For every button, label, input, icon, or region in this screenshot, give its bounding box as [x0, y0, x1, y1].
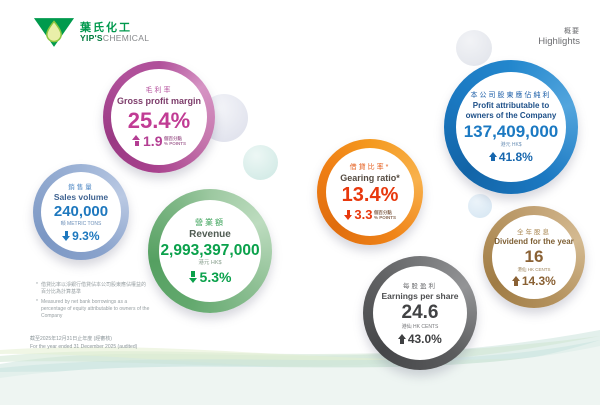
metric-label-en: Revenue — [189, 229, 231, 241]
metric-change: 9.3% — [62, 228, 100, 243]
metric-label-zh: 借貸比率* — [349, 163, 391, 171]
metric-change: 1.9 個百分點 % POINTS — [132, 133, 186, 149]
metric-label-zh: 每股盈利 — [403, 282, 437, 290]
metric-label-en: Profit attributable to owners of the Com… — [465, 101, 557, 121]
metric-value: 137,409,000 — [463, 121, 559, 141]
logo-name-en-bold: YIP'S — [80, 32, 103, 43]
metric-value: 240,000 — [53, 203, 109, 221]
metric-circle-profit-attributable: 本公司股東應佔純利 Profit attributable to owners … — [444, 60, 578, 194]
arrow-down-icon — [62, 231, 71, 241]
metric-content: 本公司股東應佔純利 Profit attributable to owners … — [456, 72, 566, 182]
arrow-down-icon — [344, 209, 353, 221]
metric-change-value: 9.3% — [72, 228, 100, 243]
metric-circle-revenue: 營業額 Revenue 2,993,397,000 港元 HK$ 5.3% — [148, 189, 272, 313]
metric-change: 41.8% — [489, 150, 533, 164]
metric-circle-gearing-ratio: 借貸比率* Gearing ratio* 13.4% 3.3 個百分點 % PO… — [317, 139, 423, 245]
page-title-zh: 概要 — [564, 28, 580, 35]
metric-label-zh: 營業額 — [195, 218, 225, 228]
logo-name-en-light: CHEMICAL — [102, 32, 150, 43]
metric-change-value: 5.3% — [199, 268, 232, 285]
metric-value: 24.6 — [401, 302, 439, 324]
metric-change-unit-en: % POINTS — [373, 214, 396, 220]
metric-circle-sales-volume: 銷售量 Sales volume 240,000 噸 METRIC TONS 9… — [33, 164, 129, 260]
page-title: 概要 Highlights — [538, 27, 580, 48]
footnote-text: 借貸比率以淨銀行借貸佔本公司股東應佔權益的百分比為計算基準 — [40, 282, 146, 296]
page-title-en: Highlights — [538, 36, 580, 48]
metric-unit: 噸 METRIC TONS — [60, 220, 102, 227]
metric-change-unit: 個百分點 % POINTS — [374, 210, 396, 221]
arrow-up-icon — [398, 334, 407, 344]
metric-change-value: 14.3% — [521, 274, 556, 289]
footnote-marker: * — [36, 298, 38, 305]
metric-change-value: 43.0% — [407, 332, 442, 347]
metric-label-en: Dividend for the year — [494, 236, 574, 246]
footnote-gearing-zh: * 借貸比率以淨銀行借貸佔本公司股東應佔權益的百分比為計算基準 — [36, 282, 150, 297]
arrow-down-icon — [188, 271, 199, 284]
metric-label-zh: 本公司股東應佔純利 — [470, 92, 552, 100]
metric-change-unit-en: % POINTS — [163, 140, 186, 146]
metric-label-zh: 全年股息 — [517, 228, 551, 236]
metric-content: 全年股息 Dividend for the year 16 港仙 HK CENT… — [492, 215, 576, 299]
metric-content: 銷售量 Sales volume 240,000 噸 METRIC TONS 9… — [41, 172, 121, 252]
metric-unit: 港仙 HK CENTS — [401, 324, 439, 331]
metric-content: 每股盈利 Earnings per share 24.6 港仙 HK CENTS… — [373, 266, 467, 360]
metric-change-unit: 個百分點 % POINTS — [164, 136, 186, 147]
metric-change-unit-zh: 個百分點 — [373, 209, 392, 215]
metric-label-zh: 銷售量 — [68, 184, 94, 192]
metric-content: 營業額 Revenue 2,993,397,000 港元 HK$ 5.3% — [159, 200, 261, 302]
metric-circle-earnings-per-share: 每股盈利 Earnings per share 24.6 港仙 HK CENTS… — [363, 256, 477, 370]
metric-content: 借貸比率* Gearing ratio* 13.4% 3.3 個百分點 % PO… — [326, 148, 414, 236]
reporting-period: 截至2025年12月31日止年度 (經審核) For the year ende… — [30, 336, 137, 351]
logo-name-en: YIP'SCHEMICAL — [80, 32, 150, 43]
arrow-up-icon — [512, 276, 521, 286]
logo-name-zh: 葉氏化工 — [80, 21, 132, 34]
metric-label-en: Sales volume — [53, 192, 109, 203]
company-logo: 葉氏化工 YIP'SCHEMICAL — [33, 16, 149, 49]
metric-change-unit-zh: 個百分點 — [163, 135, 182, 141]
metric-label-zh: 毛利率 — [145, 87, 173, 95]
logo-text: 葉氏化工 YIP'SCHEMICAL — [80, 22, 149, 43]
decor-bubble — [456, 30, 492, 66]
yips-triangle-droplet-icon — [33, 18, 75, 47]
metric-change-value: 1.9 — [143, 132, 163, 149]
reporting-period-zh: 截至2025年12月31日止年度 (經審核) — [30, 336, 112, 342]
footnote-marker: * — [36, 282, 38, 288]
metric-content: 毛利率 Gross profit margin 25.4% 1.9 個百分點 %… — [111, 69, 207, 165]
metric-unit: 港元 HK$ — [198, 260, 222, 267]
footnote-text: Measured by net bank borrowings as a per… — [40, 298, 150, 320]
metric-change-value: 3.3 — [354, 207, 373, 223]
reporting-period-en: For the year ended 31 December 2025 (aud… — [30, 343, 138, 350]
metric-change: 5.3% — [188, 268, 232, 285]
arrow-up-icon — [489, 151, 498, 162]
decor-bubble — [468, 194, 492, 218]
metric-circle-dividend: 全年股息 Dividend for the year 16 港仙 HK CENT… — [483, 206, 585, 308]
metric-label-en: Gross profit margin — [116, 96, 201, 107]
footnote-gearing-en: * Measured by net bank borrowings as a p… — [36, 299, 150, 321]
metric-label-en: Gearing ratio* — [340, 172, 400, 183]
metric-circle-gross-profit-margin: 毛利率 Gross profit margin 25.4% 1.9 個百分點 %… — [103, 61, 215, 173]
metric-unit: 港元 HK$ — [500, 141, 522, 148]
metric-change: 43.0% — [398, 332, 442, 346]
arrow-up-icon — [132, 135, 142, 147]
metric-label-en: Earnings per share — [381, 290, 459, 301]
metric-change-value: 41.8% — [498, 149, 533, 164]
metric-change: 3.3 個百分點 % POINTS — [344, 207, 396, 222]
metric-value: 13.4% — [341, 184, 399, 207]
metric-unit: 港仙 HK CENTS — [517, 267, 551, 273]
decor-bubble — [243, 145, 278, 180]
metric-change: 14.3% — [512, 274, 556, 288]
metric-value: 2,993,397,000 — [160, 242, 260, 260]
metric-value: 16 — [524, 247, 544, 267]
metric-value: 25.4% — [127, 107, 191, 133]
footnotes: * 借貸比率以淨銀行借貸佔本公司股東應佔權益的百分比為計算基準 * Measur… — [36, 282, 150, 322]
